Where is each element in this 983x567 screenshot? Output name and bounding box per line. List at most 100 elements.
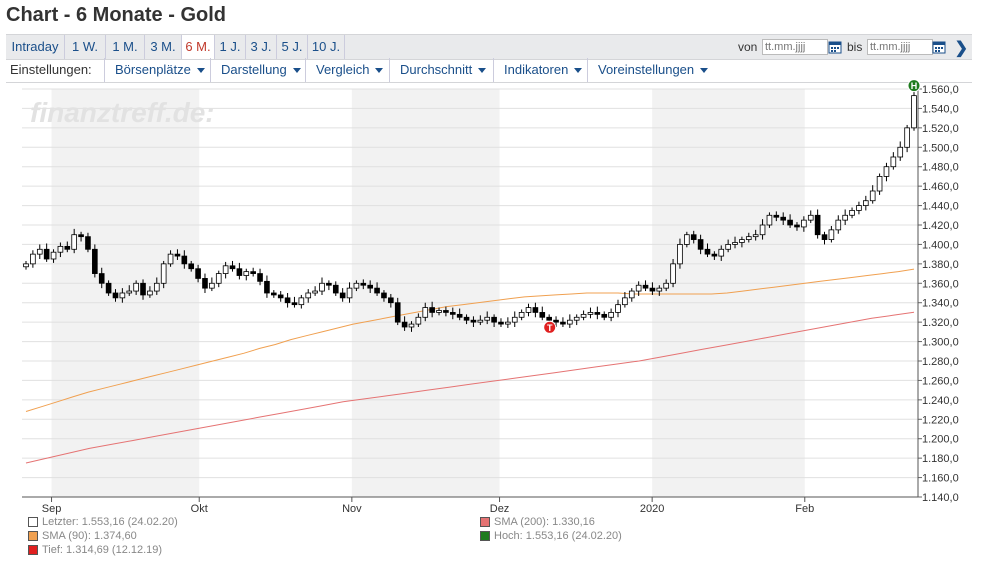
- candle: [573, 316, 580, 321]
- legend-swatch: [480, 531, 490, 542]
- from-date-input[interactable]: [762, 39, 828, 55]
- candle: [739, 239, 745, 243]
- candle: [622, 297, 628, 306]
- candle: [807, 214, 814, 221]
- sma90-line: [25, 268, 915, 412]
- y-tick-label: 1.500,0: [922, 142, 959, 154]
- tab-1m[interactable]: 1 M.: [106, 35, 145, 59]
- x-tick-label: Feb: [795, 503, 814, 515]
- chevron-down-icon: [700, 68, 709, 74]
- candle: [821, 234, 828, 240]
- candle: [491, 316, 497, 323]
- settings-label: Einstellungen:: [10, 62, 92, 77]
- candle: [271, 292, 277, 296]
- menu-boersenplaetze[interactable]: Börsenplätze: [104, 58, 205, 82]
- candle: [50, 251, 57, 260]
- candle: [209, 282, 215, 289]
- calendar-icon[interactable]: [932, 40, 946, 54]
- candle: [243, 271, 250, 276]
- candle: [85, 236, 91, 250]
- candle: [71, 234, 77, 250]
- candle: [112, 292, 119, 299]
- sma200-line: [25, 311, 915, 464]
- menu-darstellung[interactable]: Darstellung: [210, 58, 301, 82]
- candle: [222, 265, 229, 274]
- y-tick-label: 1.540,0: [922, 103, 959, 115]
- candle: [766, 214, 773, 226]
- candle: [505, 321, 511, 325]
- tab-10j[interactable]: 10 J.: [308, 35, 345, 59]
- candle: [511, 316, 518, 323]
- candle: [167, 253, 174, 265]
- candle: [105, 282, 112, 294]
- chevron-down-icon: [292, 68, 301, 74]
- candle: [759, 224, 766, 236]
- tab-1j[interactable]: 1 J.: [215, 35, 246, 59]
- candle: [353, 282, 360, 289]
- menu-voreinstellungen[interactable]: Voreinstellungen: [587, 58, 709, 82]
- y-tick-label: 1.320,0: [922, 317, 959, 329]
- candle: [291, 302, 298, 306]
- candle: [319, 282, 325, 292]
- candle: [422, 307, 429, 318]
- candle: [367, 284, 373, 289]
- menu-durchschnitt[interactable]: Durchschnitt: [389, 58, 487, 82]
- candle: [78, 234, 84, 238]
- candle: [684, 234, 690, 245]
- legend-tief: Tief: 1.314,69 (12.12.19): [28, 544, 162, 556]
- from-label: von: [738, 40, 758, 54]
- menu-vergleich[interactable]: Vergleich: [305, 58, 384, 82]
- candle: [174, 253, 181, 257]
- candle: [484, 316, 491, 321]
- candle: [677, 244, 683, 265]
- candle: [615, 304, 621, 313]
- candle: [567, 319, 573, 325]
- candle: [332, 284, 339, 294]
- y-tick-label: 1.200,0: [922, 434, 959, 446]
- candle: [690, 234, 697, 240]
- tab-6m[interactable]: 6 M.: [182, 35, 215, 59]
- candle: [415, 316, 422, 325]
- tab-1w[interactable]: 1 W.: [65, 35, 106, 59]
- y-tick-label: 1.140,0: [922, 492, 959, 504]
- candle: [773, 214, 780, 218]
- candle: [835, 219, 842, 231]
- chevron-down-icon: [196, 68, 205, 74]
- candle: [470, 319, 477, 323]
- candle: [863, 200, 869, 206]
- candle: [876, 176, 883, 192]
- y-tick-label: 1.360,0: [922, 278, 959, 290]
- candle: [284, 297, 291, 304]
- y-tick-label: 1.460,0: [922, 181, 959, 193]
- candle: [718, 248, 725, 257]
- candle: [36, 248, 43, 255]
- tab-3j[interactable]: 3 J.: [246, 35, 277, 59]
- candle: [160, 263, 167, 284]
- candle: [601, 313, 608, 318]
- candle: [23, 263, 29, 268]
- menu-indikatoren[interactable]: Indikatoren: [493, 58, 583, 82]
- tab-3m[interactable]: 3 M.: [145, 35, 182, 59]
- y-tick-label: 1.300,0: [922, 337, 959, 349]
- y-tick-label: 1.220,0: [922, 414, 959, 426]
- x-tick-label: 2020: [640, 503, 664, 515]
- range-tab-bar: Intraday 1 W. 1 M. 3 M. 6 M. 1 J. 3 J. 5…: [6, 34, 972, 60]
- candle: [126, 290, 133, 294]
- candle: [849, 210, 855, 216]
- candle: [498, 321, 504, 325]
- chevron-down-icon: [478, 68, 487, 74]
- candle: [312, 290, 318, 294]
- candle: [745, 236, 752, 240]
- chevron-right-icon[interactable]: ❯: [954, 40, 968, 57]
- candle: [264, 280, 270, 294]
- tab-intraday[interactable]: Intraday: [6, 35, 65, 59]
- candle: [408, 323, 415, 328]
- candle: [443, 310, 449, 313]
- candle: [436, 310, 442, 313]
- candle: [449, 312, 456, 315]
- to-date-input[interactable]: [867, 39, 933, 55]
- tab-5j[interactable]: 5 J.: [277, 35, 308, 59]
- calendar-icon[interactable]: [828, 40, 842, 54]
- candle: [752, 234, 759, 238]
